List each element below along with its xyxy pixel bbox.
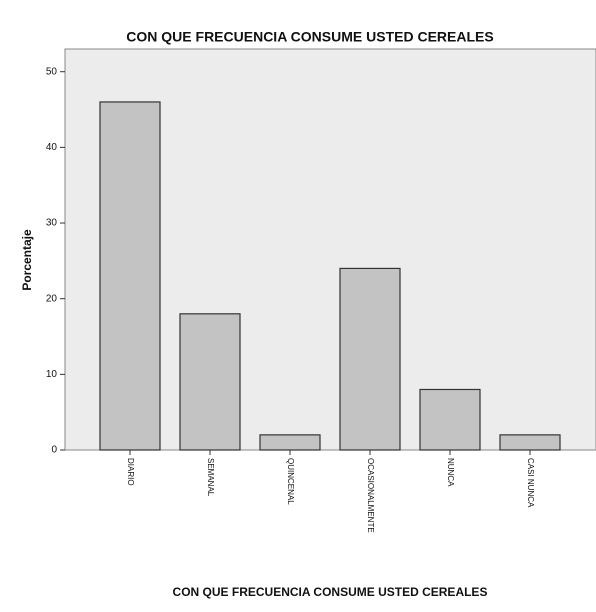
y-tick-label: 10 [46,369,58,380]
bar [259,434,321,451]
y-axis-label: Porcentaje [20,229,34,291]
y-tick-label: 20 [46,293,58,304]
x-tick-label: DIARIO [126,458,135,486]
x-tick-label: CASI NUNCA [526,458,535,508]
bar [499,434,561,451]
x-tick-label: OCASIONALMENTE [366,458,375,533]
x-tick-label: NUNCA [446,458,455,487]
chart-title: CON QUE FRECUENCIA CONSUME USTED CEREALE… [126,29,493,45]
y-tick-label: 30 [46,218,58,229]
bar [99,101,161,451]
y-tick-label: 0 [51,445,57,456]
y-tick-label: 50 [46,66,58,77]
x-tick-label: QUINCENAL [286,458,295,505]
x-tick-label: SEMANAL [206,458,215,497]
y-tick-label: 40 [46,142,58,153]
bar [179,313,241,451]
bar [419,388,481,451]
x-axis-label: CON QUE FRECUENCIA CONSUME USTED CEREALE… [173,585,488,599]
bar [339,267,401,451]
